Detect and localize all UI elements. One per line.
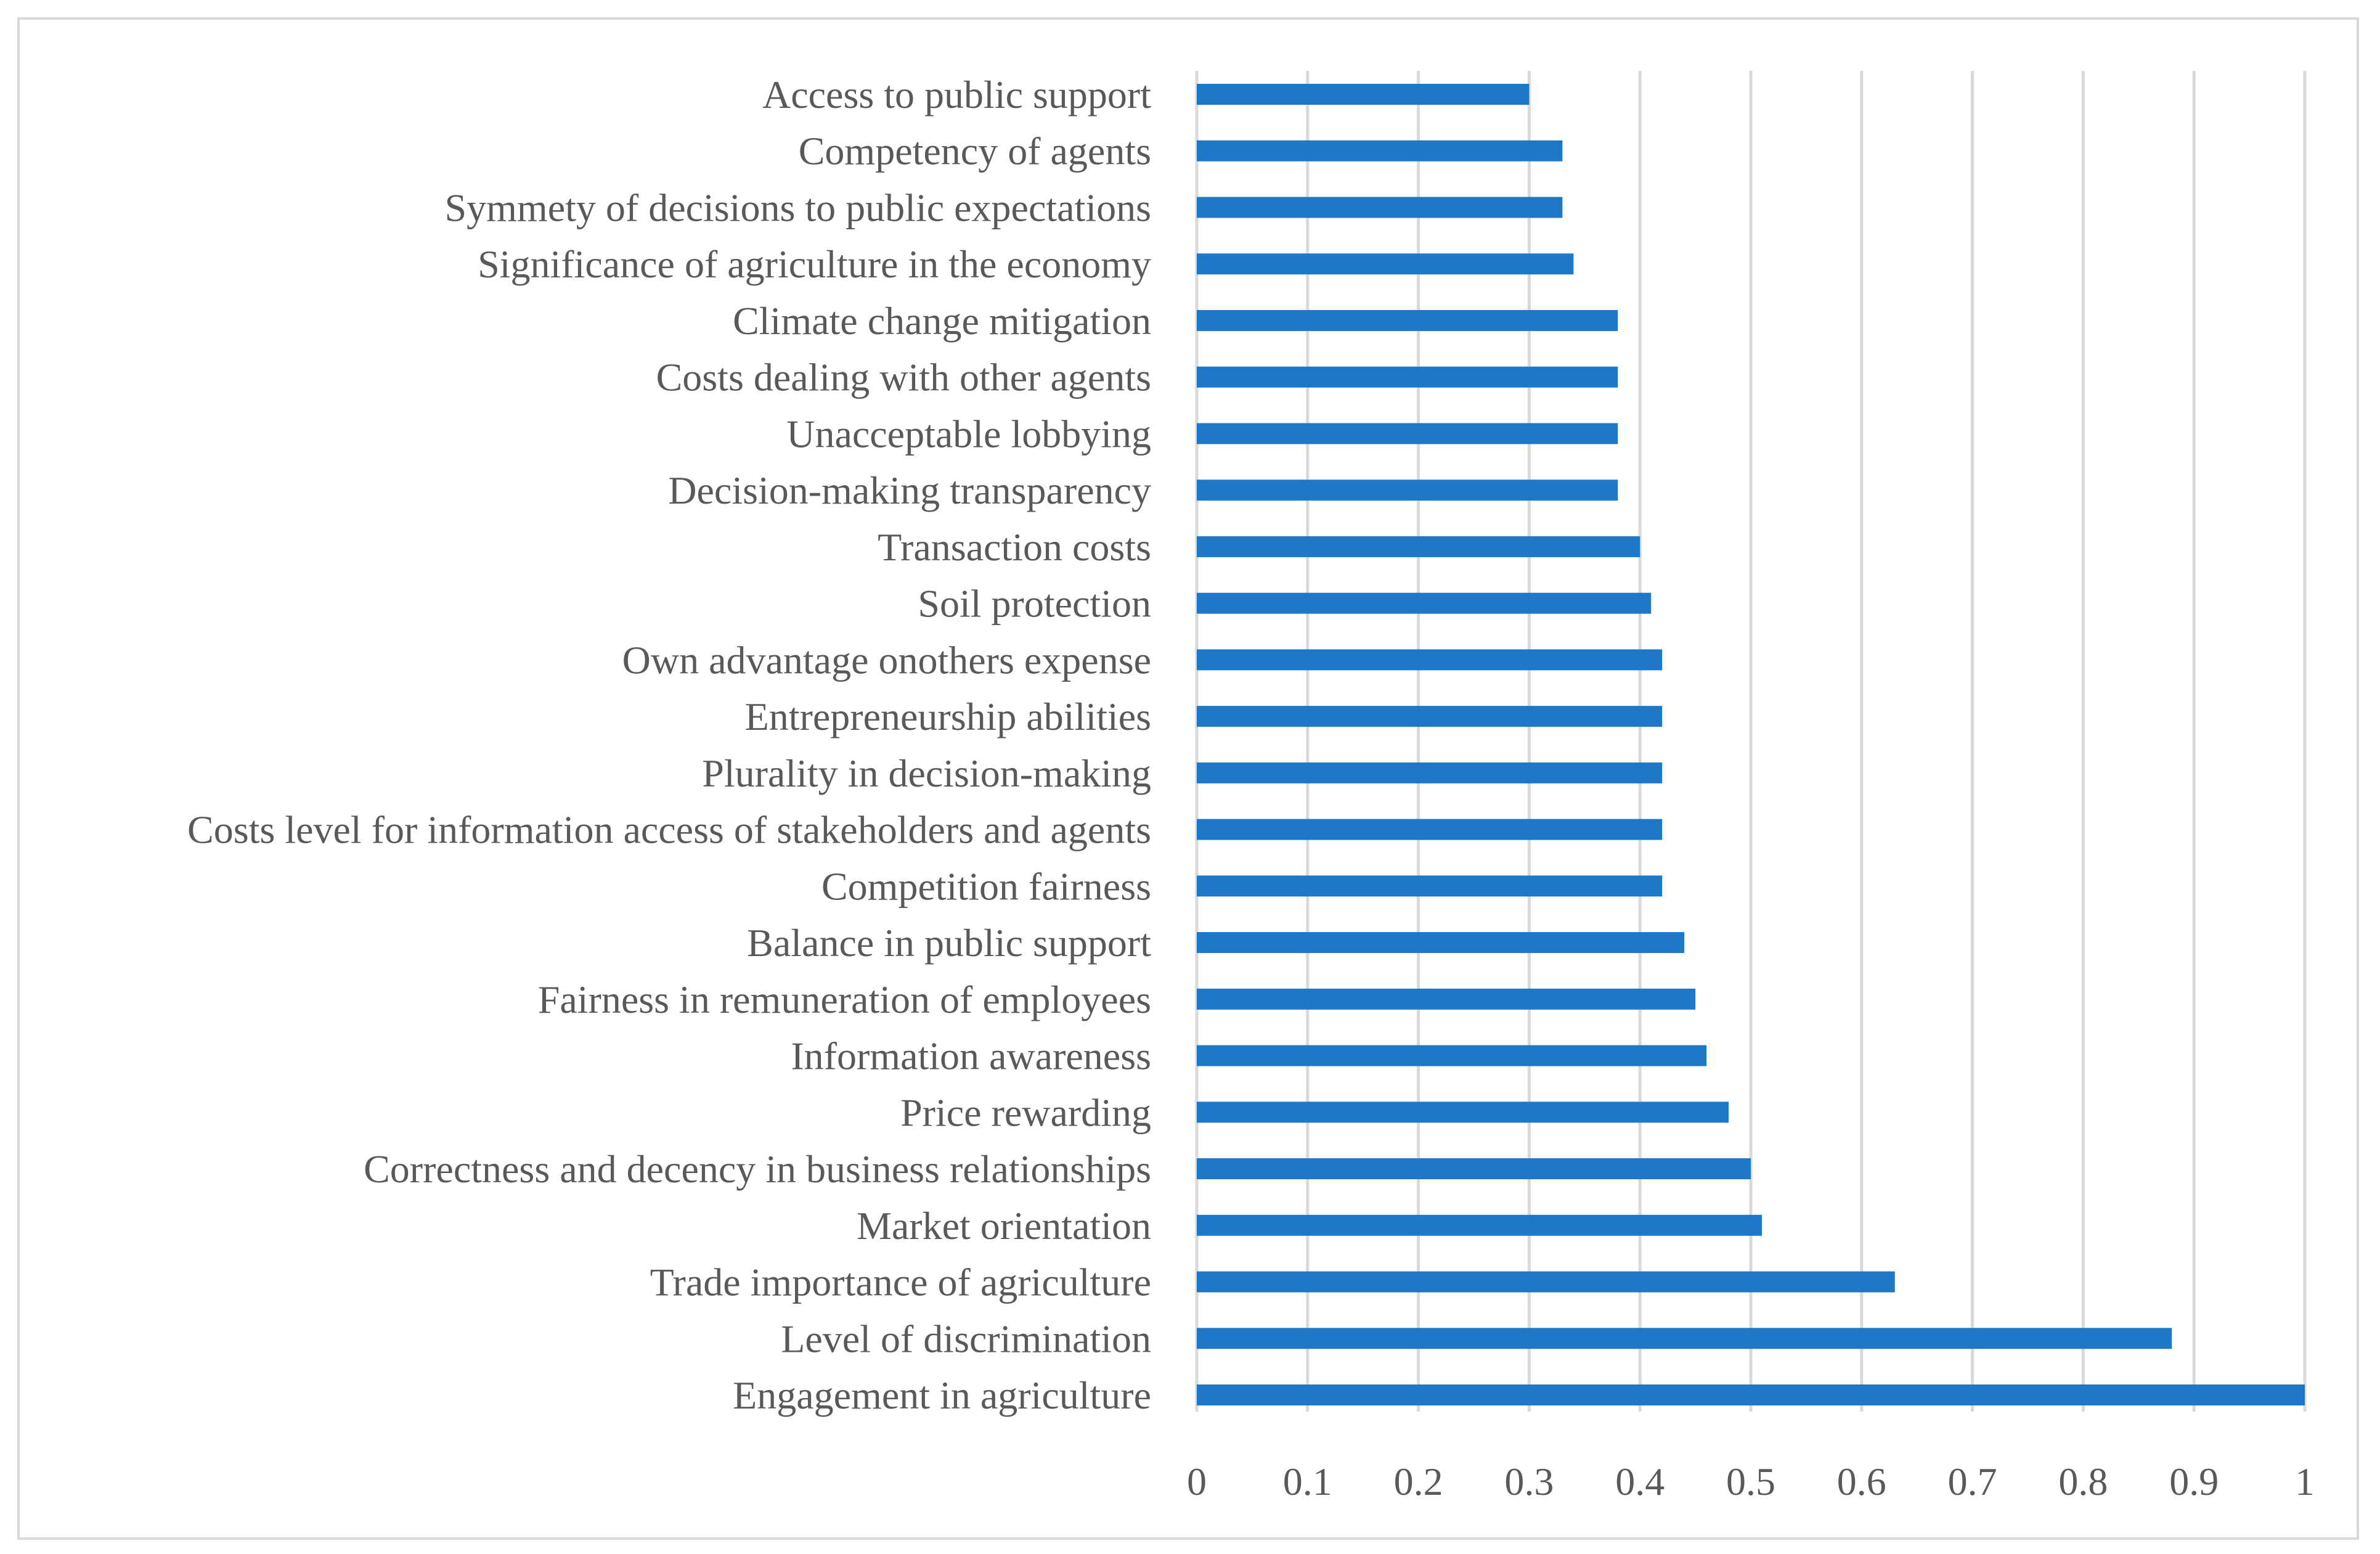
bar (1197, 762, 1663, 783)
bar (1197, 649, 1663, 671)
x-tick-label: 0.6 (1837, 1460, 1886, 1503)
bar (1197, 423, 1618, 444)
bar (1197, 1384, 2305, 1405)
category-label: Engagement in agriculture (733, 1373, 1151, 1417)
x-tick-label: 0.3 (1504, 1460, 1554, 1503)
x-tick-label: 1 (2295, 1460, 2315, 1503)
bar (1197, 480, 1618, 501)
category-label: Correctness and decency in business rela… (364, 1147, 1151, 1191)
category-label: Competency of agents (799, 129, 1151, 173)
x-tick-label: 0 (1187, 1460, 1207, 1503)
x-tick-label: 0.7 (1948, 1460, 1997, 1503)
category-label: Symmety of decisions to public expectati… (445, 186, 1151, 229)
category-label: Information awareness (791, 1034, 1151, 1078)
category-label: Fairness in remuneration of employees (538, 978, 1151, 1021)
category-label: Level of discrimination (781, 1317, 1151, 1360)
category-label: Entrepreneurship abilities (745, 695, 1151, 738)
x-tick-label: 0.1 (1283, 1460, 1332, 1503)
bar (1197, 197, 1563, 218)
bar (1197, 819, 1663, 840)
bar (1197, 1214, 1762, 1236)
bar (1197, 706, 1663, 727)
chart-frame (17, 17, 2359, 1540)
x-tick-label: 0.8 (2058, 1460, 2108, 1503)
category-label: Own advantage onothers expense (622, 638, 1151, 682)
x-axis-tick-labels: 0 0.1 0.2 0.3 0.4 0.5 0.6 0.7 0.8 0.9 1 (1187, 1460, 2315, 1503)
bar (1197, 1102, 1729, 1123)
category-label: Decision-making transparency (668, 468, 1151, 512)
bar (1197, 309, 1618, 331)
bar (1197, 253, 1574, 275)
bar (1197, 932, 1685, 954)
bar (1197, 1158, 1751, 1180)
bar (1197, 1328, 2172, 1349)
category-label: Market orientation (857, 1204, 1151, 1248)
x-tick-label: 0.5 (1726, 1460, 1775, 1503)
bar (1197, 140, 1563, 162)
bars (1197, 84, 2305, 1405)
bar (1197, 988, 1696, 1010)
category-label: Transaction costs (878, 525, 1151, 569)
category-label: Competition fairness (821, 864, 1151, 908)
category-label: Costs dealing with other agents (656, 356, 1151, 399)
category-labels: Access to public support Competency of ag… (187, 73, 1151, 1417)
category-label: Climate change mitigation (733, 299, 1151, 343)
category-label: Soil protection (918, 582, 1151, 626)
bar (1197, 875, 1663, 897)
bar (1197, 536, 1640, 557)
category-label: Plurality in decision-making (702, 751, 1151, 795)
bar (1197, 84, 1530, 105)
category-label: Unacceptable lobbying (786, 412, 1151, 456)
category-label: Price rewarding (900, 1090, 1151, 1134)
category-label: Access to public support (762, 73, 1151, 117)
bar (1197, 366, 1618, 388)
bar (1197, 1271, 1895, 1293)
x-tick-label: 0.4 (1615, 1460, 1665, 1503)
category-label: Significance of agriculture in the econo… (478, 242, 1151, 286)
x-tick-label: 0.9 (2169, 1460, 2219, 1503)
bar (1197, 1045, 1707, 1066)
category-label: Balance in public support (747, 921, 1151, 965)
category-label: Trade importance of agriculture (650, 1261, 1151, 1304)
x-tick-label: 0.2 (1394, 1460, 1443, 1503)
category-label: Costs level for information access of st… (187, 808, 1151, 852)
bar (1197, 592, 1652, 614)
gridlines (1195, 71, 2307, 1412)
